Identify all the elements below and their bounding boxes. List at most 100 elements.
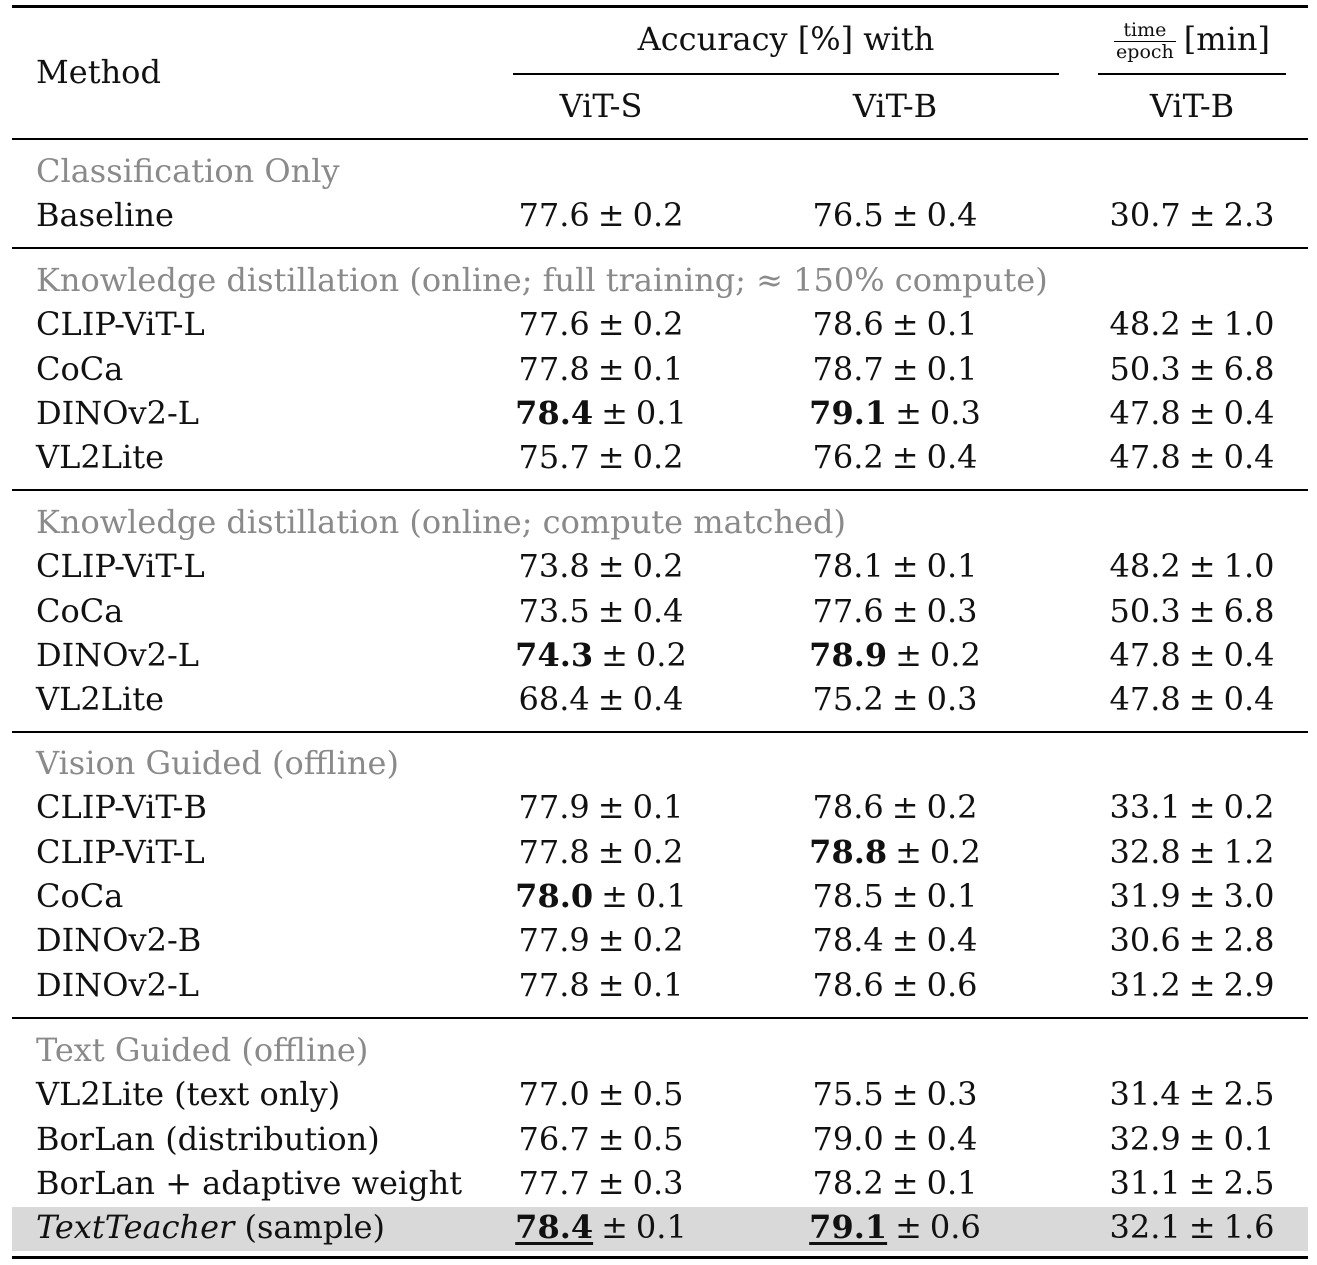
b-cell: 75.2 ±0.3 (755, 679, 1035, 719)
plus-minus-sign: ± (597, 966, 625, 1004)
t-value: 47.8 (1109, 394, 1181, 432)
plus-minus-sign: ± (597, 592, 625, 630)
s-cell: 76.7 ±0.5 (462, 1119, 740, 1159)
plus-minus-sign: ± (891, 680, 919, 718)
t-cell: 30.6 ±2.8 (1082, 920, 1302, 960)
b-value: 79.0 (812, 1120, 884, 1158)
plus-minus-sign: ± (1188, 592, 1216, 630)
plus-minus-sign: ± (1188, 394, 1216, 432)
t-cell: 33.1 ±0.2 (1082, 787, 1302, 827)
b-cell: 79.1 ±0.3 (755, 393, 1035, 433)
method-label: CLIP-ViT-L (36, 833, 205, 871)
s-std: 0.1 (632, 350, 684, 388)
plus-minus-sign: ± (601, 877, 628, 915)
method-label: CLIP-ViT-L (36, 547, 205, 585)
group-header: Vision Guided (offline) (36, 744, 399, 782)
s-value: 68.4 (518, 680, 590, 718)
t-std: 6.8 (1223, 592, 1275, 630)
t-value: 31.2 (1109, 966, 1181, 1004)
method-label: DINOv2-L (36, 966, 200, 1004)
method-name: TextTeacher (sample) (36, 1207, 385, 1247)
s-cell: 73.8 ±0.2 (462, 546, 740, 586)
method-name: DINOv2-L (36, 635, 199, 675)
bottom-rule (12, 1256, 1308, 1259)
group-separator-rule (12, 247, 1308, 249)
b-std: 0.4 (926, 1120, 978, 1158)
b-cell: 78.4 ±0.4 (755, 920, 1035, 960)
method-label: BorLan + adaptive weight (36, 1164, 463, 1202)
t-value: 33.1 (1109, 788, 1181, 826)
s-std: 0.4 (632, 592, 684, 630)
method-name: Baseline (36, 195, 174, 235)
method-label: TextTeacher (36, 1208, 235, 1246)
s-value: 77.6 (518, 196, 590, 234)
s-value: 73.5 (518, 592, 590, 630)
t-std: 1.0 (1223, 547, 1275, 585)
t-cell: 32.9 ±0.1 (1082, 1119, 1302, 1159)
method-name: BorLan + adaptive weight (36, 1163, 462, 1203)
plus-minus-sign: ± (891, 305, 919, 343)
b-cell: 78.7 ±0.1 (755, 349, 1035, 389)
s-value: 77.8 (518, 833, 590, 871)
method-name: CoCa (36, 591, 123, 631)
time-cmidrule (1098, 73, 1286, 75)
plus-minus-sign: ± (891, 788, 919, 826)
highlight-row-background (12, 1207, 1308, 1251)
plus-minus-sign: ± (597, 196, 625, 234)
b-value: 78.9 (809, 636, 888, 674)
plus-minus-sign: ± (597, 788, 625, 826)
b-cell: 75.5 ±0.3 (755, 1074, 1035, 1114)
s-value: 77.0 (518, 1075, 590, 1113)
b-std: 0.3 (926, 680, 978, 718)
t-cell: 50.3 ±6.8 (1082, 349, 1302, 389)
plus-minus-sign: ± (597, 1075, 625, 1113)
t-std: 0.4 (1223, 394, 1275, 432)
s-cell: 78.4 ±0.1 (462, 1207, 740, 1247)
s-cell: 77.9 ±0.2 (462, 920, 740, 960)
s-std: 0.2 (632, 305, 684, 343)
method-label: CoCa (36, 592, 124, 630)
plus-minus-sign: ± (891, 592, 919, 630)
b-value: 75.5 (812, 1075, 884, 1113)
b-value: 78.1 (812, 547, 884, 585)
b-std: 0.4 (926, 921, 978, 959)
b-value: 76.5 (812, 196, 884, 234)
s-cell: 77.8 ±0.1 (462, 965, 740, 1005)
t-cell: 47.8 ±0.4 (1082, 635, 1302, 675)
s-std: 0.1 (632, 966, 684, 1004)
s-cell: 77.6 ±0.2 (462, 304, 740, 344)
plus-minus-sign: ± (1188, 921, 1216, 959)
s-value: 76.7 (518, 1120, 590, 1158)
s-std: 0.2 (632, 438, 684, 476)
plus-minus-sign: ± (597, 438, 625, 476)
s-value: 78.4 (515, 394, 594, 432)
s-std: 0.1 (635, 877, 687, 915)
b-cell: 78.6 ±0.2 (755, 787, 1035, 827)
b-cell: 78.6 ±0.1 (755, 304, 1035, 344)
plus-minus-sign: ± (1188, 547, 1216, 585)
b-std: 0.1 (926, 547, 978, 585)
b-std: 0.2 (926, 788, 978, 826)
method-name: CLIP-ViT-L (36, 304, 205, 344)
group-header: Text Guided (offline) (36, 1031, 369, 1069)
b-value: 78.6 (812, 305, 884, 343)
b-value: 77.6 (812, 592, 884, 630)
t-cell: 32.1 ±1.6 (1082, 1207, 1302, 1247)
fraction-numerator: time (1123, 19, 1167, 41)
method-label: DINOv2-B (36, 921, 202, 959)
plus-minus-sign: ± (895, 636, 922, 674)
b-value: 78.5 (812, 877, 884, 915)
t-cell: 47.8 ±0.4 (1082, 437, 1302, 477)
s-value: 77.9 (518, 921, 590, 959)
s-cell: 77.8 ±0.1 (462, 349, 740, 389)
s-cell: 74.3 ±0.2 (462, 635, 740, 675)
b-std: 0.6 (926, 966, 978, 1004)
group-separator-rule (12, 1017, 1308, 1019)
plus-minus-sign: ± (891, 1075, 919, 1113)
plus-minus-sign: ± (1188, 636, 1216, 674)
time-per-epoch-fraction: time epoch (1114, 20, 1176, 63)
b-cell: 78.1 ±0.1 (755, 546, 1035, 586)
method-name: VL2Lite (36, 679, 164, 719)
method-name: CLIP-ViT-L (36, 546, 205, 586)
